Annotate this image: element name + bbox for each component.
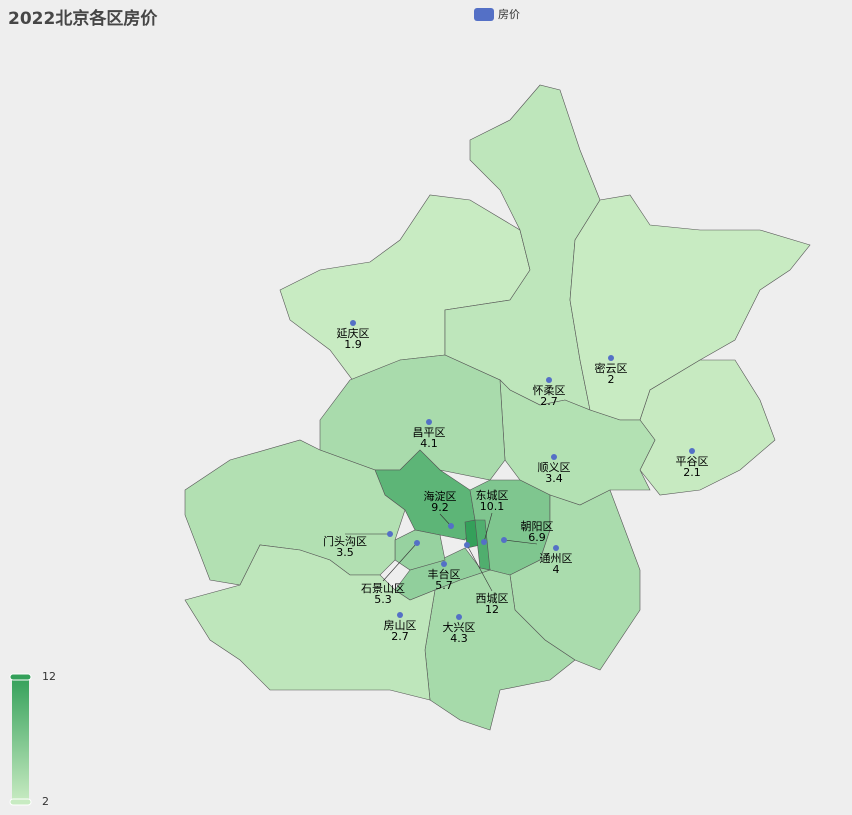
district-name-label: 密云区: [595, 361, 628, 375]
district-marker[interactable]: [689, 448, 695, 454]
district-marker[interactable]: [608, 355, 614, 361]
district-name-label: 房山区: [384, 619, 417, 632]
visual-map-min-handle[interactable]: [9, 798, 32, 806]
label-leader-line: [382, 542, 418, 582]
district-marker[interactable]: [441, 561, 447, 567]
district-value-label: 2.7: [540, 395, 558, 408]
district-marker[interactable]: [464, 542, 470, 548]
district-name-label: 怀柔区: [533, 384, 566, 397]
district-门头沟区[interactable]: [184, 439, 406, 586]
district-value-label: 2.1: [683, 466, 701, 479]
label-leader-line: [466, 544, 493, 592]
district-name-label: 海淀区: [424, 489, 457, 503]
district-marker[interactable]: [448, 523, 454, 529]
district-name-label: 西城区: [476, 592, 509, 605]
district-name-label: 丰台区: [428, 567, 461, 581]
district-marker[interactable]: [387, 531, 393, 537]
district-value-label: 9.2: [431, 501, 449, 514]
district-name-label: 平谷区: [676, 455, 709, 468]
district-name-label: 延庆区: [337, 326, 370, 340]
district-name-label: 昌平区: [413, 426, 446, 439]
district-value-label: 4.1: [420, 437, 438, 450]
district-大兴区[interactable]: [424, 569, 576, 731]
district-密云区[interactable]: [569, 194, 811, 421]
district-value-label: 2.7: [391, 630, 409, 643]
district-value-label: 5.3: [374, 593, 392, 606]
district-房山区[interactable]: [184, 544, 436, 701]
district-name-label: 大兴区: [443, 620, 476, 634]
visual-map-max-handle[interactable]: [9, 673, 32, 681]
chart-title: 2022北京各区房价: [8, 9, 158, 29]
district-value-label: 2: [608, 373, 615, 386]
district-value-label: 3.4: [545, 472, 563, 485]
district-marker[interactable]: [426, 419, 432, 425]
district-marker[interactable]: [553, 545, 559, 551]
legend-swatch: [474, 7, 494, 21]
visual-map-bar[interactable]: [12, 677, 29, 802]
district-value-label: 5.7: [435, 579, 453, 592]
district-value-label: 6.9: [528, 531, 546, 544]
district-name-label: 顺义区: [538, 461, 571, 474]
district-name-label: 东城区: [476, 489, 509, 502]
district-value-label: 4.3: [450, 632, 468, 645]
district-marker[interactable]: [456, 614, 462, 620]
district-marker[interactable]: [546, 377, 552, 383]
district-marker[interactable]: [350, 320, 356, 326]
visual-map-max: 12: [42, 670, 56, 683]
district-marker[interactable]: [501, 537, 507, 543]
district-value-label: 10.1: [480, 500, 505, 513]
district-name-label: 门头沟区: [323, 534, 367, 548]
label-leader-line: [483, 512, 493, 543]
district-marker[interactable]: [481, 539, 487, 545]
legend-label: 房价: [498, 8, 520, 21]
district-value-label: 1.9: [344, 338, 362, 351]
legend-item[interactable]: 房价: [474, 6, 520, 22]
district-marker[interactable]: [397, 612, 403, 618]
district-marker[interactable]: [551, 454, 557, 460]
district-name-label: 通州区: [540, 552, 573, 565]
district-value-label: 3.5: [336, 546, 354, 559]
district-name-label: 朝阳区: [521, 520, 554, 533]
district-value-label: 4: [553, 563, 560, 576]
district-marker[interactable]: [414, 540, 420, 546]
label-leader-line: [503, 539, 538, 545]
district-value-label: 12: [485, 603, 499, 616]
district-name-label: 石景山区: [361, 582, 405, 595]
visual-map-min: 2: [42, 795, 49, 808]
